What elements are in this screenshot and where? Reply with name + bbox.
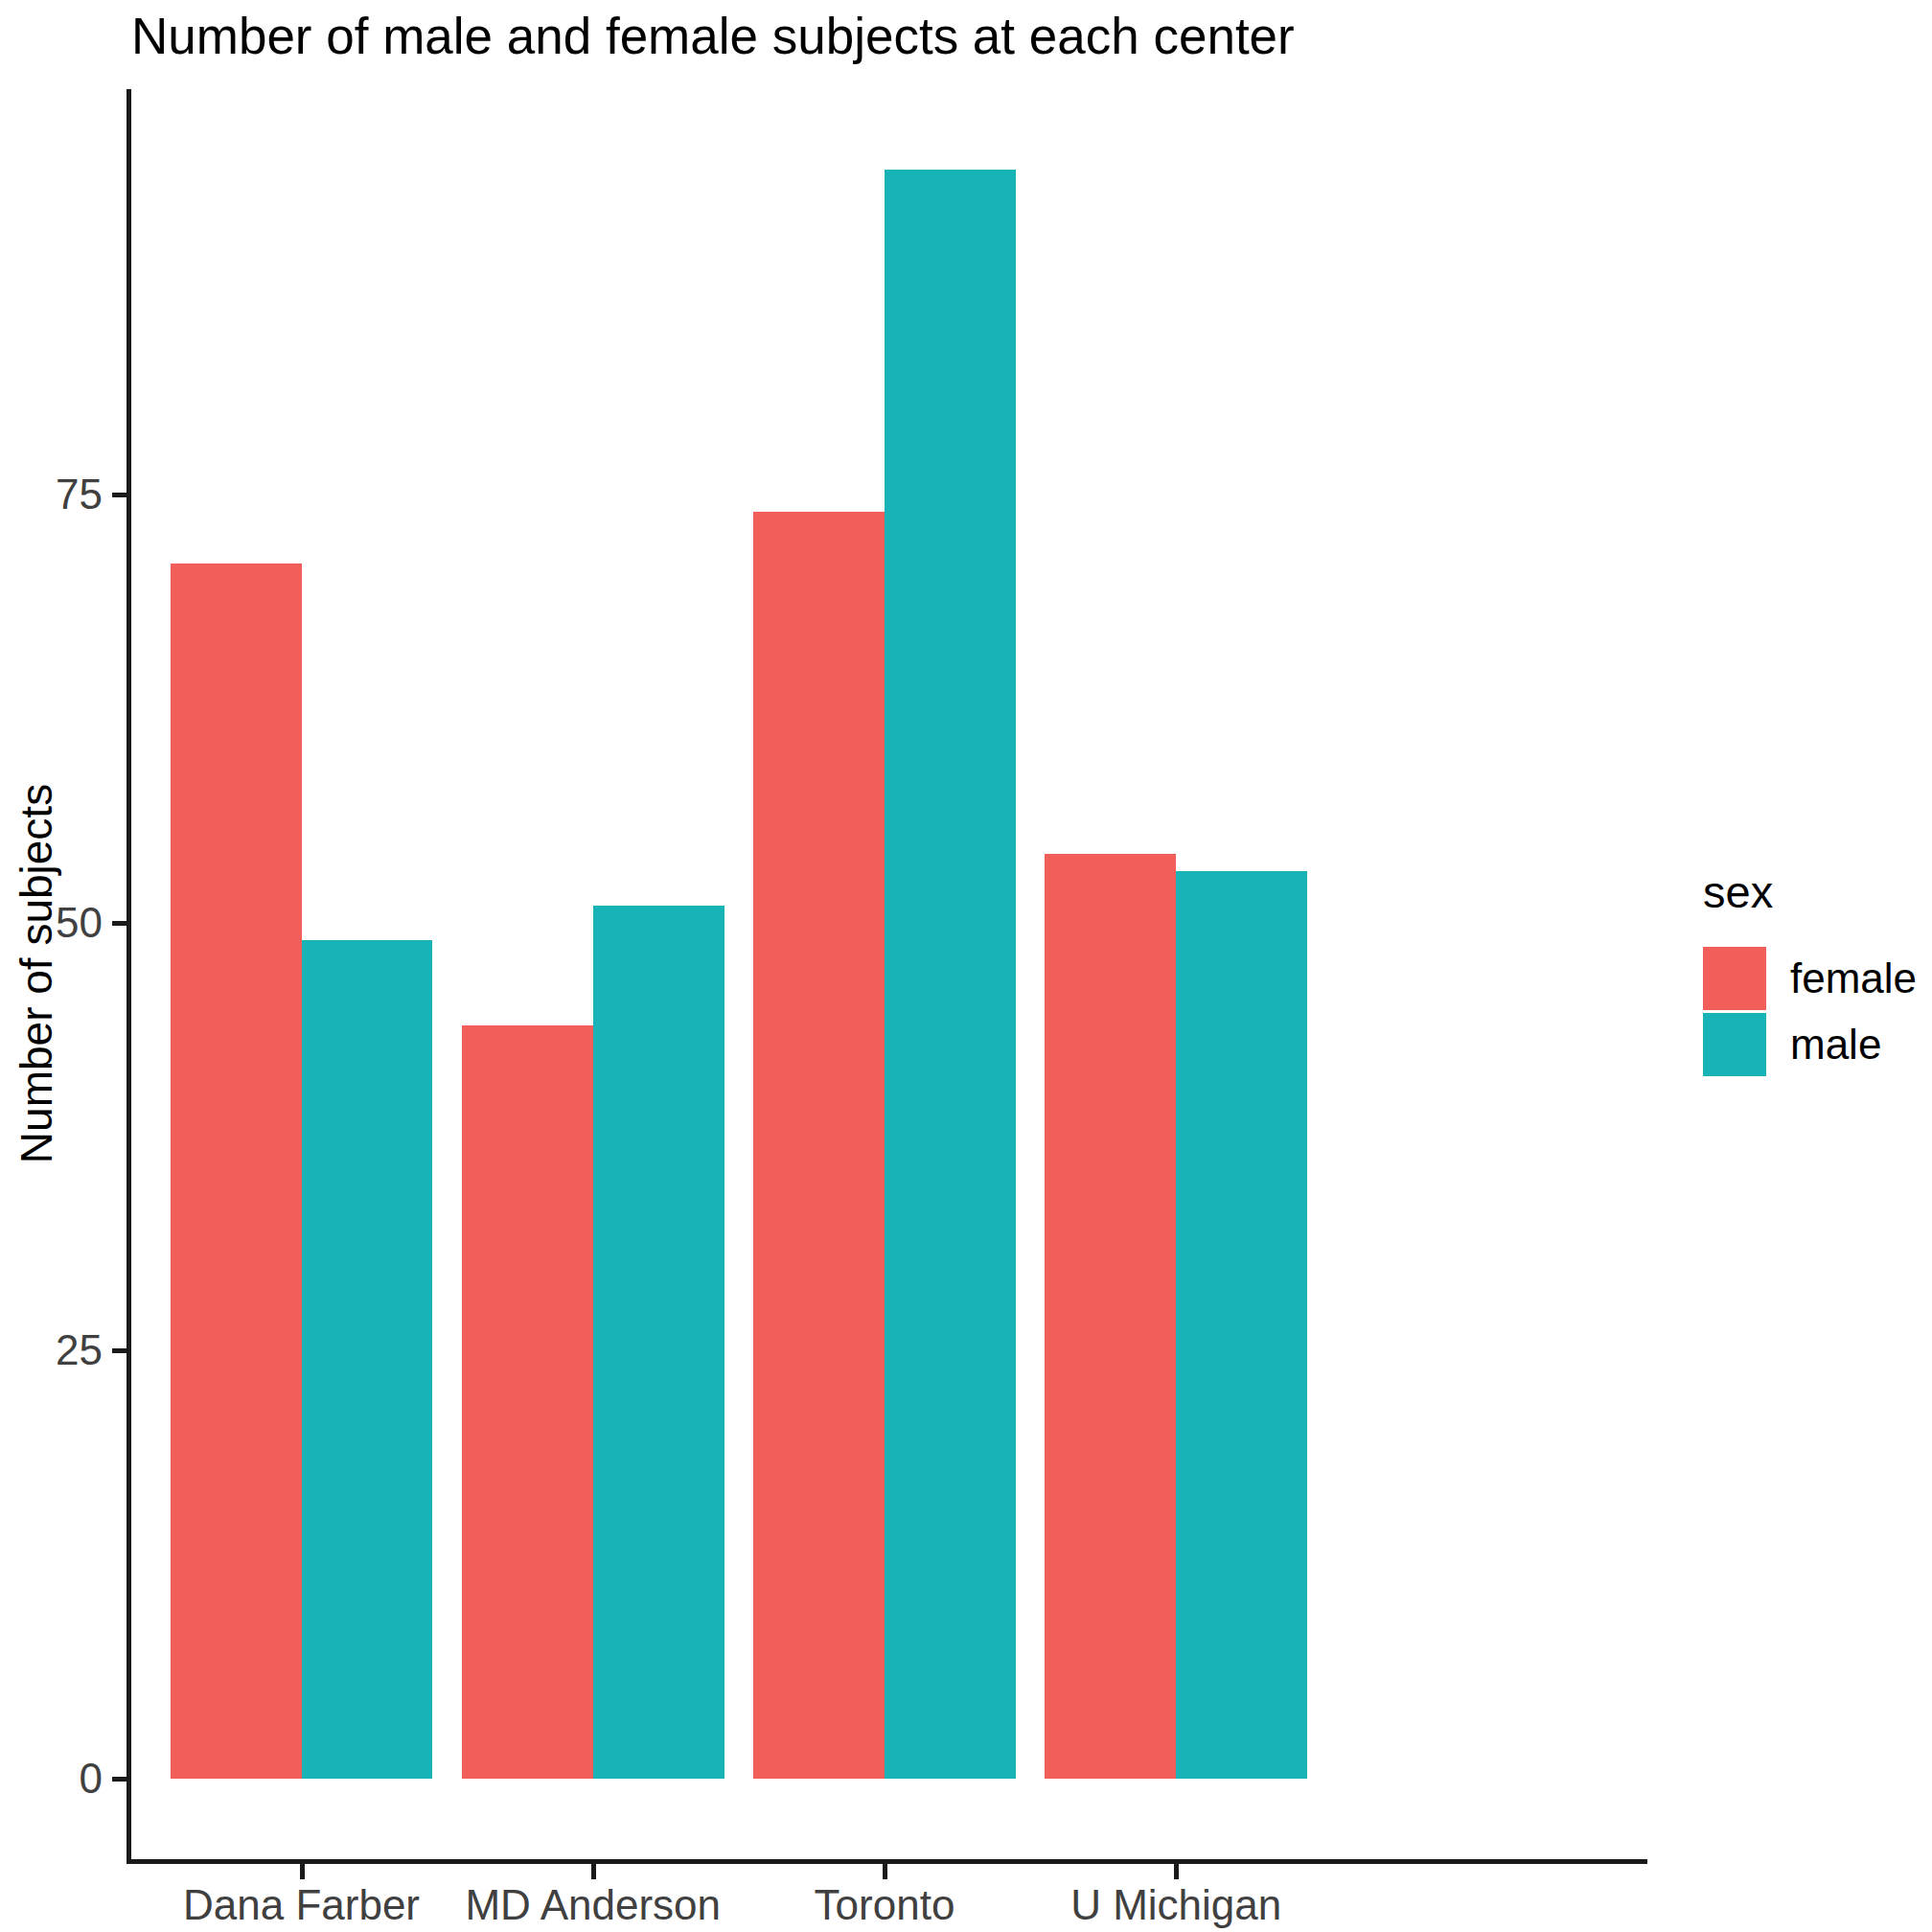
y-tick-label: 25: [16, 1329, 103, 1371]
chart-title: Number of male and female subjects at ea…: [131, 8, 1295, 65]
bar-u-michigan-male: [1176, 871, 1307, 1779]
x-tick-mark: [1174, 1864, 1179, 1879]
y-tick-mark: [112, 921, 126, 926]
y-tick-mark: [112, 1348, 126, 1353]
bar-md-anderson-female: [462, 1025, 593, 1779]
legend-label-female: female: [1790, 954, 1917, 1002]
legend-title: sex: [1703, 865, 1917, 918]
x-tick-mark: [883, 1864, 887, 1879]
bar-toronto-male: [885, 170, 1016, 1779]
x-tick-mark: [300, 1864, 305, 1879]
bar-dana-farber-male: [302, 940, 433, 1779]
bar-dana-farber-female: [171, 564, 302, 1779]
legend: sex female male: [1703, 865, 1917, 1076]
y-axis-line: [126, 89, 131, 1864]
legend-item-female: female: [1703, 947, 1917, 1010]
y-tick-label: 50: [16, 902, 103, 944]
legend-label-male: male: [1790, 1021, 1881, 1069]
y-tick-label: 75: [16, 473, 103, 516]
legend-swatch-female: [1703, 947, 1766, 1010]
bar-u-michigan-female: [1045, 854, 1176, 1779]
bar-chart-figure: Number of male and female subjects at ea…: [0, 0, 1932, 1932]
x-tick-mark: [591, 1864, 596, 1879]
y-tick-mark: [112, 1777, 126, 1782]
legend-item-male: male: [1703, 1013, 1917, 1076]
plot-panel: [126, 89, 1643, 1859]
legend-items: female male: [1703, 947, 1917, 1076]
y-axis-title-text: Number of subjects: [11, 784, 62, 1163]
bar-toronto-female: [753, 512, 885, 1779]
legend-swatch-male: [1703, 1013, 1766, 1076]
y-tick-label: 0: [16, 1758, 103, 1800]
y-tick-mark: [112, 493, 126, 497]
bar-md-anderson-male: [593, 906, 724, 1779]
x-tick-label: U Michigan: [975, 1882, 1377, 1928]
